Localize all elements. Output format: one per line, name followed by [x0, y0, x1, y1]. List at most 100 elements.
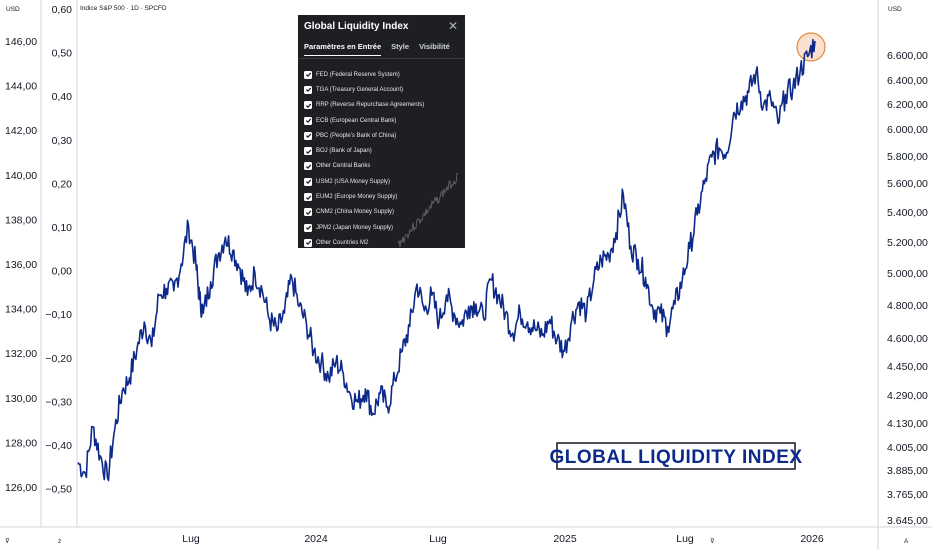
left-tick-label: 140,00 [5, 170, 37, 182]
right-tick-label: 5.000,00 [887, 268, 928, 280]
dialog-input-label: FED (Federal Reserve System) [316, 71, 400, 78]
indicator-settings-dialog: Global Liquidity Index ✕ Paramètres en E… [298, 15, 465, 248]
right-tick-label: 5.400,00 [887, 207, 928, 219]
dialog-input-label: TGA (Treasury General Account) [316, 86, 404, 93]
annotation-text: GLOBAL LIQUIDITY INDEX [549, 447, 802, 468]
left-tick-label: 130,00 [5, 393, 37, 405]
middle-tick-label: −0,10 [45, 309, 72, 321]
right-tick-label: 5.200,00 [887, 237, 928, 249]
dialog-tabs: Paramètres en Entrée Style Visibilité [304, 42, 450, 56]
dialog-input-label: PBC (People's Bank of China) [316, 132, 397, 139]
middle-tick-label: 0,20 [52, 178, 73, 190]
checkbox-checked-icon[interactable] [304, 208, 312, 217]
middle-tick-label: 0,10 [52, 222, 73, 234]
tab-divider [298, 58, 465, 59]
symbol-label: Indice S&P 500 · 1D · SPCFD [80, 5, 167, 12]
liquidity-series-line [77, 38, 816, 482]
dialog-input-label: USM2 (USA Money Supply) [316, 178, 391, 185]
right-tick-label: 5.800,00 [887, 151, 928, 163]
checkbox-checked-icon[interactable] [304, 238, 312, 247]
middle-tick-label: 0,50 [52, 48, 73, 60]
dialog-input-label: EUM2 (Europe Money Supply) [316, 194, 398, 201]
annotation-box: GLOBAL LIQUIDITY INDEX [549, 442, 802, 470]
left-tick-label: 132,00 [5, 348, 37, 360]
checkbox-checked-icon[interactable] [304, 116, 312, 125]
checkbox-checked-icon[interactable] [304, 85, 312, 94]
dialog-input-item[interactable]: PBC (People's Bank of China) [304, 128, 465, 143]
right-axis-ticks[interactable]: 6.600,00 6.400,00 6.200,00 6.000,00 5.800,00… [887, 50, 928, 527]
right-tick-label: 6.200,00 [887, 99, 928, 111]
dialog-input-item[interactable]: USM2 (USA Money Supply) [304, 174, 465, 189]
right-tick-label: 4.130,00 [887, 418, 928, 430]
dialog-input-item[interactable]: Other Countries M2 [304, 235, 465, 248]
dialog-input-label: ECB (European Central Bank) [316, 117, 397, 124]
mini-preview-line [397, 172, 458, 248]
time-tick-label: Lug [182, 533, 200, 545]
dialog-input-item[interactable]: BOJ (Bank of Japan) [304, 143, 465, 158]
right-tick-label: 4.600,00 [887, 333, 928, 345]
left-tick-label: 144,00 [5, 81, 37, 93]
dialog-input-item[interactable]: FED (Federal Reserve System) [304, 67, 465, 82]
close-icon[interactable]: ✕ [447, 19, 458, 33]
middle-tick-label: −0,20 [45, 353, 72, 365]
dialog-input-label: Other Countries M2 [316, 239, 369, 246]
middle-tick-label: −0,30 [45, 396, 72, 408]
right-tick-label: 4.005,00 [887, 442, 928, 454]
time-tick-label: 2026 [800, 533, 824, 545]
filter-icon[interactable]: ⊽ [710, 538, 715, 545]
left-axis-ticks: 146,00 144,00 142,00 140,00 138,00 136,00 134,… [5, 36, 37, 494]
time-tick-label: 2024 [304, 533, 328, 545]
checkbox-checked-icon[interactable] [304, 193, 312, 202]
dialog-input-label: BOJ (Bank of Japan) [316, 148, 372, 155]
dialog-input-item[interactable]: ECB (European Central Bank) [304, 113, 465, 128]
right-tick-label: 4.800,00 [887, 300, 928, 312]
right-tick-label: 6.000,00 [887, 124, 928, 136]
right-tick-label: 5.600,00 [887, 178, 928, 190]
middle-tick-label: 0,60 [52, 4, 73, 16]
middle-axis-ticks: 0,60 0,50 0,40 0,30 0,20 0,10 0,00 −0,10 −0,20 −0… [45, 4, 72, 496]
dialog-input-label: JPM2 (Japan Money Supply) [316, 224, 394, 231]
filter-icon[interactable]: ⊽ [5, 538, 10, 545]
tab-visibility[interactable]: Visibilité [419, 42, 450, 51]
dialog-input-item[interactable]: CNM2 (China Money Supply) [304, 205, 465, 220]
checkbox-checked-icon[interactable] [304, 162, 312, 171]
dialog-input-item[interactable]: JPM2 (Japan Money Supply) [304, 220, 465, 235]
right-tick-label: 6.400,00 [887, 75, 928, 87]
dialog-input-label: Other Central Banks [316, 163, 371, 170]
dialog-input-item[interactable]: EUM2 (Europe Money Supply) [304, 189, 465, 204]
checkbox-checked-icon[interactable] [304, 147, 312, 156]
left-tick-label: 134,00 [5, 304, 37, 316]
dialog-input-item[interactable]: TGA (Treasury General Account) [304, 82, 465, 97]
middle-tick-label: −0,50 [45, 484, 72, 496]
checkbox-checked-icon[interactable] [304, 70, 312, 79]
right-tick-label: 3.645,00 [887, 515, 928, 527]
middle-tick-label: 0,00 [52, 266, 73, 278]
dialog-input-item[interactable]: RRP (Reverse Repurchase Agreements) [304, 98, 465, 113]
right-tick-label: 4.450,00 [887, 361, 928, 373]
middle-tick-label: −0,40 [45, 440, 72, 452]
a-icon[interactable]: A [904, 538, 909, 545]
right-tick-label: 4.290,00 [887, 390, 928, 402]
tab-inputs[interactable]: Paramètres en Entrée [304, 42, 382, 56]
dialog-input-item[interactable]: Other Central Banks [304, 159, 465, 174]
left-currency-label: USD [6, 6, 20, 13]
right-tick-label: 3.885,00 [887, 465, 928, 477]
middle-tick-label: 0,40 [52, 91, 73, 103]
right-tick-label: 3.765,00 [887, 489, 928, 501]
dialog-title: Global Liquidity Index [304, 21, 409, 32]
checkbox-checked-icon[interactable] [304, 223, 312, 232]
checkbox-checked-icon[interactable] [304, 101, 312, 110]
tab-style[interactable]: Style [391, 42, 410, 51]
time-axis-ticks[interactable]: Lug 2024 Lug 2025 Lug 2026 [182, 533, 824, 545]
left-tick-label: 142,00 [5, 125, 37, 137]
dialog-input-label: RRP (Reverse Repurchase Agreements) [316, 102, 425, 109]
middle-tick-label: 0,30 [52, 135, 73, 147]
left-tick-label: 128,00 [5, 437, 37, 449]
left-tick-label: 126,00 [5, 482, 37, 494]
z-icon[interactable]: z [58, 538, 61, 545]
checkbox-checked-icon[interactable] [304, 131, 312, 140]
checkbox-checked-icon[interactable] [304, 177, 312, 186]
time-tick-label: Lug [429, 533, 447, 545]
left-tick-label: 138,00 [5, 214, 37, 226]
